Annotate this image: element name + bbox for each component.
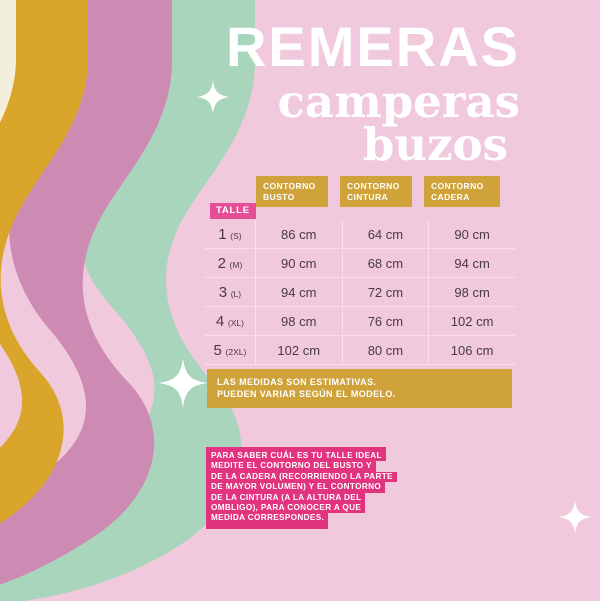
measuring-instructions: PARA SABER CUÁL ES TU TALLE IDEAL MEDITE… — [206, 447, 397, 529]
sparkle-icon-mid-left — [158, 358, 208, 408]
cell-cadera: 98 cm — [428, 277, 515, 307]
cell-cintura: 72 cm — [342, 277, 430, 307]
column-header-cintura: CONTORNO CINTURA — [340, 176, 412, 207]
column-header-cadera: CONTORNO CADERA — [424, 176, 500, 207]
disclaimer-line-1: LAS MEDIDAS SON ESTIMATIVAS. — [217, 377, 377, 387]
talle-letter: (S) — [230, 230, 242, 241]
talle-letter: (L) — [230, 288, 242, 299]
cell-cadera: 106 cm — [428, 335, 515, 365]
instruction-line: DE MAYOR VOLUMEN) Y EL CONTORNO — [206, 482, 386, 493]
instruction-line: MEDITE EL CONTORNO DEL BUSTO Y — [206, 461, 376, 472]
sparkle-icon-top-left — [196, 80, 230, 114]
cell-cadera: 102 cm — [428, 306, 515, 336]
instruction-line: DE LA CINTURA (A LA ALTURA DEL — [206, 492, 366, 504]
talle-number: 2 — [217, 254, 226, 272]
cell-cintura: 64 cm — [342, 220, 430, 249]
talle-number: 3 — [218, 283, 228, 301]
size-table: CONTORNO BUSTO CONTORNO CINTURA CONTORNO… — [205, 176, 515, 365]
cell-cadera: 90 cm — [428, 220, 515, 249]
column-header-cadera-line1: CONTORNO — [431, 181, 484, 191]
cell-busto: 94 cm — [255, 277, 343, 307]
title-remeras: REMERAS — [225, 15, 520, 78]
cell-busto: 102 cm — [255, 335, 343, 365]
instruction-line: MEDIDA CORRESPONDES. — [206, 513, 329, 529]
table-row: 5 (2XL) 102 cm 80 cm 106 cm — [205, 335, 515, 365]
cell-talle: 4 (XL) — [205, 306, 256, 336]
disclaimer-line-2: PUEDEN VARIAR SEGÚN EL MODELO. — [217, 389, 396, 399]
talle-letter: (2XL) — [225, 346, 247, 357]
cell-talle: 3 (L) — [205, 277, 256, 307]
cell-busto: 98 cm — [255, 306, 343, 336]
cell-talle: 1 (S) — [205, 220, 256, 249]
column-header-busto-line1: CONTORNO — [263, 181, 316, 191]
sparkle-icon-bottom-right — [558, 500, 592, 534]
instruction-line: PARA SABER CUÁL ES TU TALLE IDEAL — [206, 447, 386, 462]
talle-letter: (M) — [229, 259, 243, 270]
column-header-cintura-line2: CINTURA — [347, 191, 389, 202]
cell-cintura: 80 cm — [342, 335, 430, 365]
cell-talle: 5 (2XL) — [205, 335, 256, 365]
table-row: 1 (S) 86 cm 64 cm 90 cm — [205, 220, 515, 249]
column-header-cintura-line1: CONTORNO — [347, 181, 400, 191]
cell-cadera: 94 cm — [428, 248, 515, 278]
size-table-body: 1 (S) 86 cm 64 cm 90 cm 2 (M) 90 cm 68 c… — [205, 220, 515, 365]
cell-talle: 2 (M) — [205, 248, 256, 278]
column-header-busto-line2: BUSTO — [263, 191, 295, 202]
cell-cintura: 68 cm — [342, 248, 430, 278]
cell-busto: 86 cm — [255, 220, 343, 249]
table-row: 3 (L) 94 cm 72 cm 98 cm — [205, 277, 515, 307]
instruction-line: DE LA CADERA (RECORRIENDO LA PARTE — [206, 471, 397, 483]
title-camperas: camperas — [277, 75, 520, 128]
cell-busto: 90 cm — [255, 248, 343, 278]
size-table-header-row: CONTORNO BUSTO CONTORNO CINTURA CONTORNO… — [205, 176, 515, 219]
talle-number: 1 — [218, 225, 227, 243]
instruction-line: OMBLIGO), PARA CONOCER A QUE — [206, 503, 366, 514]
column-header-busto: CONTORNO BUSTO — [256, 176, 328, 207]
talle-letter: (XL) — [227, 317, 244, 328]
table-row: 2 (M) 90 cm 68 cm 94 cm — [205, 248, 515, 278]
cell-cintura: 76 cm — [342, 306, 430, 336]
column-header-cadera-line2: CADERA — [431, 191, 470, 202]
measurement-disclaimer: LAS MEDIDAS SON ESTIMATIVAS. PUEDEN VARI… — [207, 369, 512, 408]
table-row: 4 (XL) 98 cm 76 cm 102 cm — [205, 306, 515, 336]
talle-badge: TALLE — [210, 203, 256, 219]
title-buzos: buzos — [362, 118, 508, 171]
talle-number: 4 — [215, 312, 225, 330]
talle-number: 5 — [213, 341, 222, 359]
